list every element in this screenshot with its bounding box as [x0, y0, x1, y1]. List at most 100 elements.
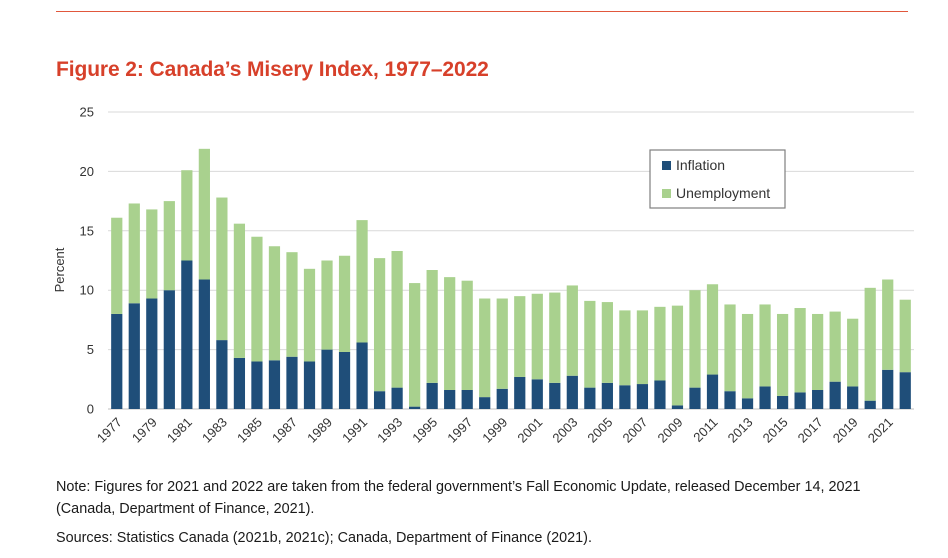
bar-inflation-2004 [584, 387, 596, 409]
x-tick-label: 2007 [619, 415, 650, 446]
x-tick-label: 2015 [760, 415, 791, 446]
bar-inflation-2017 [812, 389, 824, 409]
bars [111, 148, 911, 409]
x-tick-label: 1999 [479, 415, 510, 446]
bar-inflation-2015 [776, 395, 789, 409]
x-tick-label: 1981 [164, 415, 195, 446]
bar-inflation-2006 [619, 385, 631, 409]
bar-unemployment-2021 [882, 279, 894, 370]
y-tick-label: 0 [87, 402, 94, 417]
bar-unemployment-2022 [899, 299, 911, 373]
bar-inflation-2011 [706, 374, 719, 409]
y-tick-label: 10 [80, 283, 94, 298]
bar-unemployment-2017 [812, 313, 824, 390]
bar-unemployment-2003 [566, 285, 578, 376]
figure-title: Figure 2: Canada’s Misery Index, 1977–20… [56, 58, 489, 81]
bar-unemployment-1977 [111, 217, 123, 314]
top-rule [56, 11, 908, 12]
bar-unemployment-1994 [409, 283, 421, 407]
bar-unemployment-2005 [601, 302, 613, 383]
bar-inflation-1989 [321, 349, 333, 409]
bar-inflation-1979 [146, 298, 158, 409]
x-tick-label: 2017 [795, 415, 826, 446]
bar-inflation-2000 [514, 376, 526, 409]
bar-unemployment-1979 [146, 209, 158, 299]
bar-unemployment-1982 [198, 148, 210, 280]
bar-inflation-2008 [654, 380, 666, 409]
x-tick-label: 1987 [269, 415, 300, 446]
y-tick-label: 5 [87, 342, 94, 357]
bar-inflation-1980 [163, 290, 175, 409]
bar-unemployment-1980 [163, 201, 175, 291]
x-tick-label: 1985 [234, 415, 265, 446]
bar-inflation-2020 [864, 400, 876, 409]
x-tick-label: 2021 [865, 415, 896, 446]
bar-inflation-1987 [286, 356, 298, 409]
x-tick-label: 1977 [94, 415, 125, 446]
bar-unemployment-2010 [689, 290, 701, 388]
bar-unemployment-2014 [759, 304, 771, 387]
bar-inflation-1981 [181, 260, 193, 409]
bar-unemployment-1992 [373, 258, 386, 392]
legend-swatch-inflation [662, 161, 671, 170]
x-tick-label: 1979 [129, 415, 160, 446]
bar-unemployment-2019 [847, 318, 859, 387]
bar-unemployment-2016 [794, 308, 806, 393]
bar-inflation-1999 [496, 388, 508, 409]
figure-note: Note: Figures for 2021 and 2022 are take… [56, 479, 861, 517]
bar-unemployment-1991 [356, 220, 368, 343]
bar-inflation-2018 [829, 381, 841, 409]
bar-inflation-2014 [759, 386, 771, 409]
bar-unemployment-1981 [181, 170, 193, 261]
bar-unemployment-2011 [706, 284, 719, 375]
x-tick-label: 2009 [655, 415, 686, 446]
x-tick-label: 2005 [584, 415, 615, 446]
gridlines [108, 111, 914, 410]
bar-inflation-1994 [409, 406, 421, 409]
bar-inflation-1978 [128, 303, 140, 409]
bar-inflation-1985 [251, 361, 263, 409]
bar-inflation-1992 [373, 391, 386, 409]
bar-unemployment-2013 [741, 313, 754, 399]
bar-inflation-2010 [689, 387, 701, 409]
x-tick-label: 1997 [444, 415, 475, 446]
bar-unemployment-1985 [251, 236, 263, 362]
bar-inflation-1990 [338, 351, 351, 409]
bar-unemployment-1990 [338, 255, 351, 352]
bar-unemployment-2006 [619, 310, 631, 386]
bar-unemployment-2004 [584, 300, 596, 388]
bar-unemployment-2012 [724, 304, 736, 392]
bar-unemployment-2009 [671, 305, 684, 406]
y-tick-label: 15 [80, 223, 94, 238]
bar-unemployment-1998 [479, 298, 491, 398]
bar-inflation-1983 [216, 340, 228, 409]
y-tick-label: 20 [80, 164, 94, 179]
bar-unemployment-2018 [829, 311, 841, 382]
bar-inflation-2019 [847, 386, 859, 409]
legend: Inflation Unemployment [649, 149, 786, 209]
bar-inflation-2022 [899, 372, 911, 409]
bar-inflation-2001 [531, 379, 543, 409]
x-tick-label: 1983 [199, 415, 230, 446]
bar-inflation-1986 [268, 360, 281, 409]
bar-unemployment-1978 [128, 203, 140, 304]
bar-unemployment-1993 [391, 250, 403, 388]
bar-unemployment-1988 [303, 268, 316, 362]
bar-unemployment-2001 [531, 293, 543, 380]
legend-swatch-unemployment [662, 189, 671, 198]
x-tick-label: 2001 [514, 415, 545, 446]
bar-unemployment-2020 [864, 287, 876, 401]
bar-unemployment-2015 [776, 313, 789, 396]
bar-inflation-2007 [636, 384, 649, 409]
bar-inflation-1988 [303, 361, 316, 409]
x-tick-label: 1991 [339, 415, 370, 446]
x-tick-label: 1995 [409, 415, 440, 446]
bar-unemployment-2000 [514, 296, 526, 377]
bar-inflation-2005 [601, 382, 613, 409]
bar-unemployment-1984 [233, 223, 246, 358]
bar-unemployment-1986 [268, 246, 281, 361]
legend-box [649, 149, 786, 209]
bar-inflation-1977 [111, 313, 123, 409]
bar-inflation-1993 [391, 387, 403, 409]
